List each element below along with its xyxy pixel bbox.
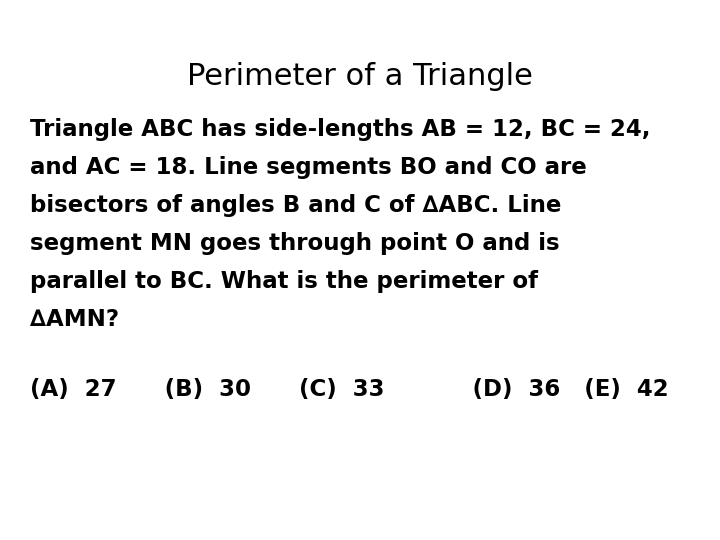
Text: ∆AMN?: ∆AMN? [30,308,119,331]
Text: (A)  27      (B)  30      (C)  33           (D)  36   (E)  42: (A) 27 (B) 30 (C) 33 (D) 36 (E) 42 [30,378,669,401]
Text: parallel to BC. What is the perimeter of: parallel to BC. What is the perimeter of [30,270,538,293]
Text: segment MN goes through point O and is: segment MN goes through point O and is [30,232,559,255]
Text: Perimeter of a Triangle: Perimeter of a Triangle [187,62,533,91]
Text: bisectors of angles B and C of ∆ABC. Line: bisectors of angles B and C of ∆ABC. Lin… [30,194,562,217]
Text: and AC = 18. Line segments BO and CO are: and AC = 18. Line segments BO and CO are [30,156,587,179]
Text: Triangle ABC has side-lengths AB = 12, BC = 24,: Triangle ABC has side-lengths AB = 12, B… [30,118,650,141]
